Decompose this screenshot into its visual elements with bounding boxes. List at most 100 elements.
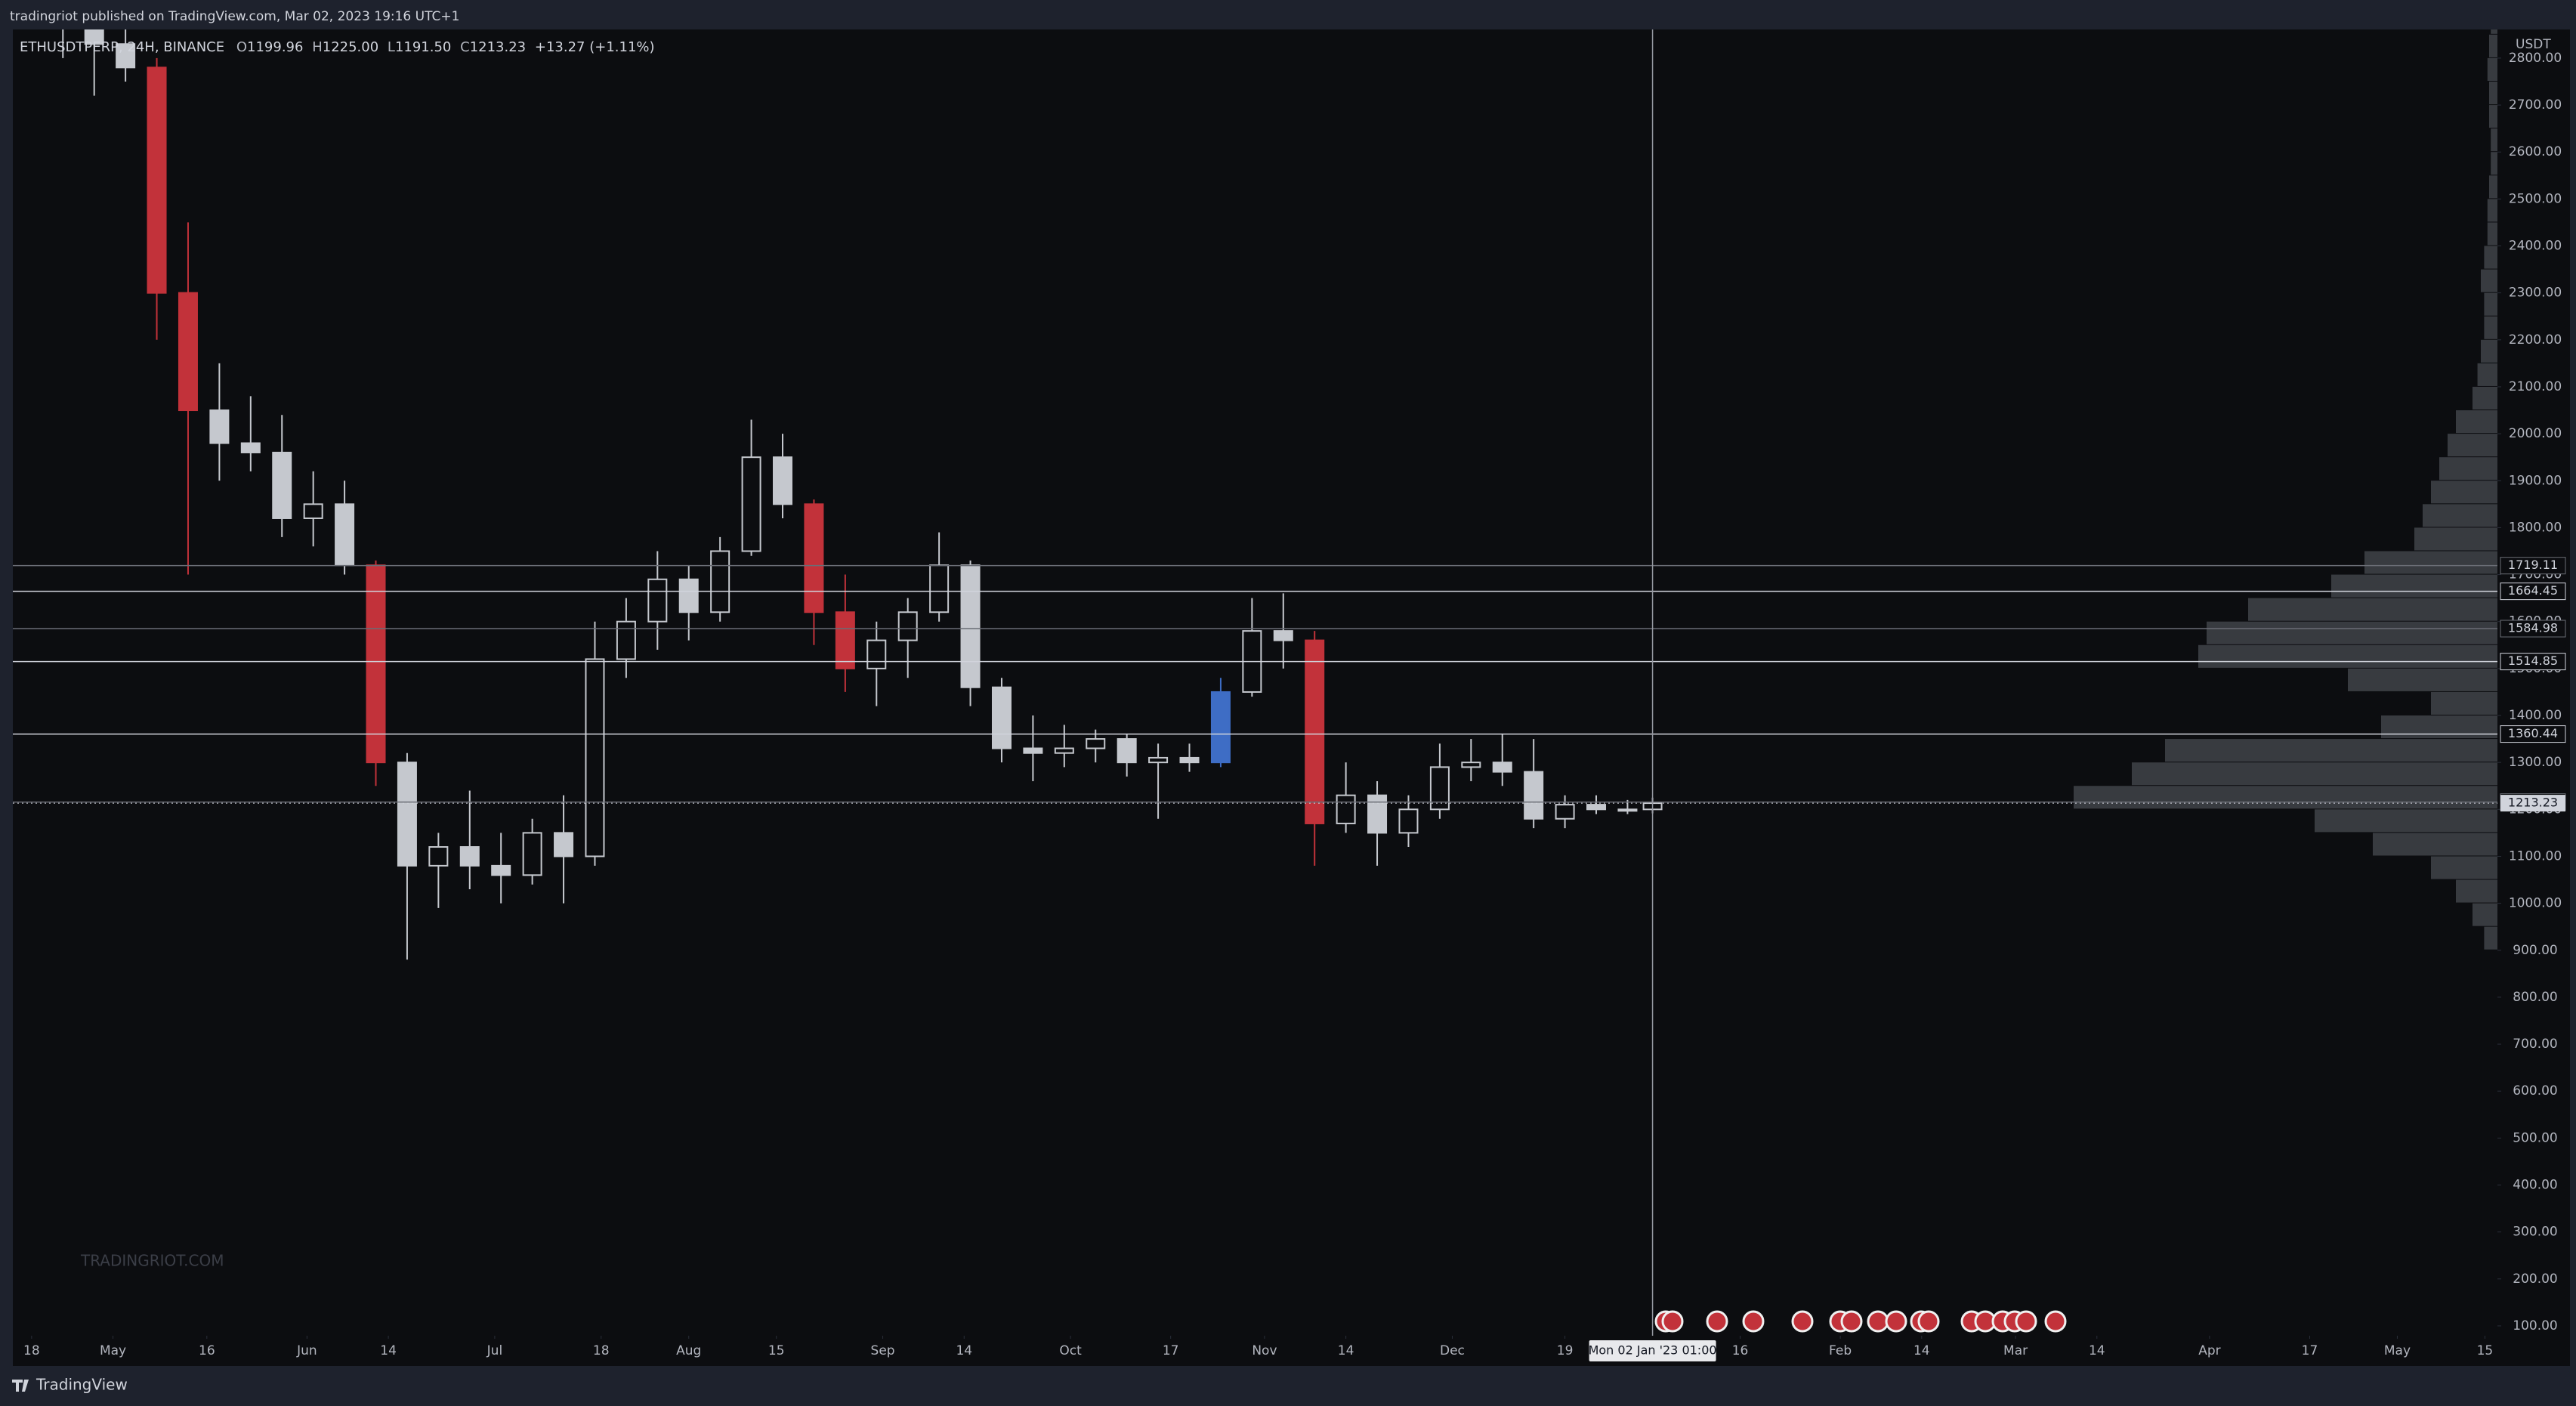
watermark: TRADINGRIOT.COM <box>80 1252 224 1270</box>
x-tick-label: 14 <box>1338 1343 1354 1358</box>
candle-body <box>1179 756 1200 764</box>
y-tick-label: 200.00 <box>2513 1272 2557 1287</box>
candle-body <box>585 658 605 858</box>
candle-body <box>428 846 449 867</box>
volume-profile-bar <box>2487 222 2497 246</box>
candle-body <box>209 409 230 444</box>
candle-body <box>1555 804 1575 820</box>
symbol-legend: ETHUSDTPERP, 24H, BINANCE O1199.96 H1225… <box>20 39 655 55</box>
change: +13.27 (+1.11%) <box>535 39 655 55</box>
event-icon[interactable] <box>1742 1310 1765 1333</box>
volume-profile-bar <box>2491 128 2497 152</box>
candle-body <box>835 611 855 669</box>
x-tick-label: Sep <box>871 1343 895 1358</box>
volume-profile-bar <box>2431 481 2497 504</box>
event-icon[interactable] <box>1661 1310 1684 1333</box>
candle-body <box>84 29 104 45</box>
candle-body <box>804 503 824 613</box>
volume-profile-bar <box>2456 879 2497 903</box>
y-tick-label: 2400.00 <box>2509 239 2562 254</box>
ohlc-label: O <box>236 39 247 55</box>
candle-body <box>1023 747 1043 754</box>
volume-profile-bar <box>2373 833 2497 856</box>
candle-body <box>522 832 542 876</box>
candle-body <box>1492 762 1512 773</box>
candle-body <box>240 442 261 453</box>
x-tick-label: Jun <box>296 1343 317 1358</box>
y-tick-label: 1900.00 <box>2509 473 2562 488</box>
volume-profile-bar <box>2074 786 2497 809</box>
x-tick-label: 18 <box>593 1343 610 1358</box>
event-icon[interactable] <box>2044 1310 2067 1333</box>
x-tick-label: Feb <box>1829 1343 1852 1358</box>
volume-profile-bar <box>2473 903 2497 926</box>
x-tick-label: 15 <box>768 1343 785 1358</box>
candle-body <box>929 564 950 613</box>
ohlc-value: 1225.00 <box>323 39 378 55</box>
candle-body <box>647 578 668 623</box>
volume-profile-bar <box>2381 715 2497 739</box>
ohlc-value: 1199.96 <box>247 39 303 55</box>
x-tick-label: Mar <box>2003 1343 2028 1358</box>
volume-profile-bar <box>2348 668 2497 691</box>
event-icon[interactable] <box>1706 1310 1728 1333</box>
y-tick-label: 2700.00 <box>2509 97 2562 113</box>
level-label-box <box>2500 725 2566 743</box>
y-tick-label: 800.00 <box>2513 990 2557 1005</box>
events <box>1654 1310 2067 1333</box>
volume-profile-bar <box>2491 29 2497 34</box>
candle-body <box>1273 630 1293 641</box>
event-icon[interactable] <box>1885 1310 1907 1333</box>
x-tick-label: 18 <box>23 1343 40 1358</box>
x-tick-label: Oct <box>1059 1343 1082 1358</box>
volume-profile-bar <box>2431 691 2497 715</box>
brand-logo[interactable] <box>12 1380 29 1392</box>
price-label-box <box>2500 795 2565 812</box>
volume-profile-bar <box>2489 175 2497 199</box>
x-tick-label: 17 <box>2302 1343 2318 1358</box>
candle-body <box>366 564 386 764</box>
y-tick-label: 600.00 <box>2513 1083 2557 1099</box>
volume-profile-bar <box>2456 410 2497 434</box>
y-tick-label: 2200.00 <box>2509 332 2562 348</box>
level-label: 1664.45 <box>2508 583 2558 598</box>
x-tick-label: 15 <box>2477 1343 2494 1358</box>
x-tick-label: 16 <box>1732 1343 1749 1358</box>
candle-body <box>1210 691 1231 764</box>
y-tick-label: 2000.00 <box>2509 426 2562 441</box>
event-icon[interactable] <box>2015 1310 2037 1333</box>
candle-body <box>741 456 761 552</box>
volume-profile-bar <box>2248 598 2497 621</box>
y-tick-label: 500.00 <box>2513 1130 2557 1145</box>
event-icon[interactable] <box>1917 1310 1940 1333</box>
candle-body <box>1117 738 1137 764</box>
volume-profile-bar <box>2484 292 2497 316</box>
event-icon[interactable] <box>1867 1310 1889 1333</box>
event-icon[interactable] <box>1840 1310 1863 1333</box>
event-icon[interactable] <box>1791 1310 1814 1333</box>
volume-profile-bar <box>2489 105 2497 128</box>
volume-profile-bar <box>2477 363 2497 386</box>
level-label: 1360.44 <box>2508 726 2558 740</box>
candle-body <box>1524 771 1544 820</box>
level-label: 1514.85 <box>2508 654 2558 668</box>
brand[interactable]: TradingView <box>36 1376 128 1394</box>
x-tick-label: 14 <box>2089 1343 2105 1358</box>
candle-body <box>335 503 355 567</box>
level-label-box <box>2500 653 2566 671</box>
ohlc-value: 1213.23 <box>470 39 526 55</box>
crosshair-label: Mon 02 Jan '23 01:00 <box>1589 1343 1717 1358</box>
candle-body <box>678 578 699 613</box>
x-tick-label: May <box>100 1343 126 1358</box>
candle-body <box>272 451 292 519</box>
y-tick-label: 300.00 <box>2513 1225 2557 1240</box>
x-tick-label: 16 <box>199 1343 215 1358</box>
price-label: 1213.23 <box>2508 796 2558 810</box>
x-tick-label: 14 <box>956 1343 972 1358</box>
level-label-box <box>2500 620 2566 638</box>
plot-background <box>13 29 2570 1366</box>
y-tick-label: 2500.00 <box>2509 191 2562 206</box>
candle-body <box>960 564 981 688</box>
candle-body <box>1086 738 1106 749</box>
